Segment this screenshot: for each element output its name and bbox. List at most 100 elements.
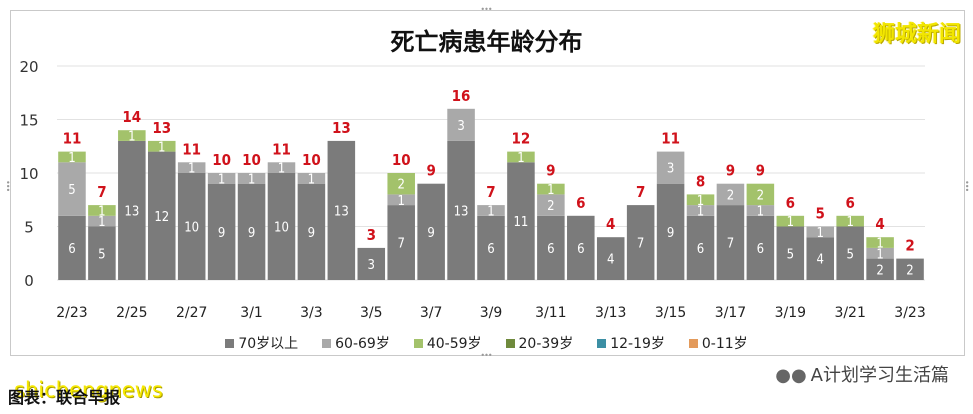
total-label: 9	[726, 162, 735, 180]
segment-label: 6	[547, 242, 554, 257]
segment-label: 3	[368, 258, 375, 273]
bar-segment	[207, 183, 236, 280]
segment-label: 4	[817, 253, 824, 268]
bar-segment	[866, 237, 894, 248]
total-label: 11	[182, 140, 201, 158]
total-label: 12	[512, 130, 531, 148]
total-label: 9	[426, 162, 435, 180]
bar-segment	[866, 247, 894, 259]
x-tick-label: 2/23	[56, 305, 87, 321]
chart-legend: 70岁以上 60-69岁 40-59岁 20-39岁 12-19岁 0-11岁	[0, 333, 973, 353]
bar-segment	[447, 140, 475, 280]
segment-label: 1	[547, 183, 554, 198]
legend-label: 40-59岁	[426, 336, 482, 352]
segment-label: 1	[846, 215, 853, 230]
bar-segment	[537, 183, 565, 195]
bar-segment	[686, 194, 715, 206]
bar-segment	[207, 173, 236, 184]
segment-label: 1	[697, 204, 704, 219]
x-tick-label: 3/15	[655, 305, 686, 321]
segment-label: 12	[154, 210, 169, 225]
segment-label: 13	[124, 204, 139, 219]
segment-label: 1	[308, 172, 315, 187]
segment-label: 9	[248, 226, 255, 241]
bar-segment	[357, 247, 386, 280]
resize-handle-top[interactable]: •••	[480, 5, 492, 14]
total-label: 5	[816, 205, 825, 223]
segment-label: 2	[547, 199, 554, 214]
total-label: 11	[661, 130, 680, 148]
segment-label: 1	[248, 172, 255, 187]
x-tick-label: 3/19	[775, 305, 806, 321]
bar-segment	[716, 183, 745, 206]
resize-handle-right[interactable]: •••	[962, 180, 971, 192]
legend-item: 70岁以上	[225, 333, 298, 353]
legend-item: 20-39岁	[505, 333, 574, 353]
resize-handle-bottom[interactable]: •••	[480, 351, 492, 360]
bar-segment	[507, 151, 535, 163]
segment-label: 2	[876, 263, 883, 278]
legend-swatch	[597, 338, 607, 348]
segment-label: 7	[727, 237, 734, 252]
legend-swatch	[505, 338, 515, 348]
segment-label: 7	[637, 237, 644, 252]
segment-label: 3	[457, 119, 464, 134]
total-label: 7	[486, 183, 495, 201]
total-label: 6	[786, 194, 795, 212]
bar-segment	[147, 140, 176, 152]
legend-label: 20-39岁	[518, 336, 574, 352]
bar-segment	[267, 173, 296, 280]
resize-handle-left[interactable]: •••	[3, 180, 12, 192]
segment-label: 6	[757, 242, 764, 257]
bar-segment	[237, 173, 266, 184]
chart-title: 死亡病患年龄分布	[390, 28, 583, 56]
bar-segment	[88, 205, 116, 216]
bar-segment	[177, 173, 206, 280]
bar-segment	[776, 215, 805, 227]
bar-segment	[387, 205, 415, 280]
segment-label: 1	[487, 204, 494, 219]
bar-segment	[118, 140, 146, 280]
total-label: 3	[367, 226, 376, 244]
x-tick-label: 2/25	[116, 305, 147, 321]
legend-label: 60-69岁	[335, 336, 390, 352]
total-label: 10	[302, 151, 321, 169]
segment-label: 5	[68, 183, 75, 198]
x-tick-label: 3/13	[595, 305, 626, 321]
wechat-icon: ●●	[775, 365, 807, 386]
bar-segment	[596, 237, 625, 280]
bar-segment	[387, 194, 415, 206]
bar-segment	[267, 162, 296, 173]
bar-segment	[58, 151, 86, 163]
segment-label: 2	[727, 188, 734, 203]
segment-label: 9	[427, 226, 434, 241]
total-label: 9	[756, 162, 765, 180]
y-tick-label: 0	[24, 272, 34, 290]
segment-label: 3	[667, 162, 674, 177]
y-tick-label: 10	[19, 165, 38, 183]
total-label: 8	[696, 172, 705, 190]
segment-label: 13	[334, 204, 349, 219]
bar-segment	[507, 162, 535, 280]
segment-label: 1	[98, 215, 105, 230]
segment-label: 10	[274, 221, 289, 236]
bar-segment	[447, 108, 475, 141]
x-tick-label: 3/5	[360, 305, 383, 321]
bar-segment	[58, 215, 86, 280]
legend-swatch	[322, 338, 332, 348]
x-tick-label: 3/21	[834, 305, 865, 321]
bar-segment	[118, 130, 146, 141]
x-tick-label: 3/23	[894, 305, 925, 321]
bar-segment	[297, 183, 326, 280]
segment-label: 1	[278, 162, 285, 177]
segment-label: 1	[876, 237, 883, 252]
total-label: 14	[122, 108, 141, 126]
total-label: 10	[392, 151, 411, 169]
segment-label: 1	[397, 194, 404, 209]
segment-label: 9	[667, 226, 674, 241]
total-label: 10	[242, 151, 261, 169]
x-tick-label: 3/3	[300, 305, 323, 321]
bar-segment	[836, 215, 864, 227]
segment-label: 2	[757, 188, 764, 203]
watermark-logo-top: 狮城新闻	[872, 22, 961, 47]
